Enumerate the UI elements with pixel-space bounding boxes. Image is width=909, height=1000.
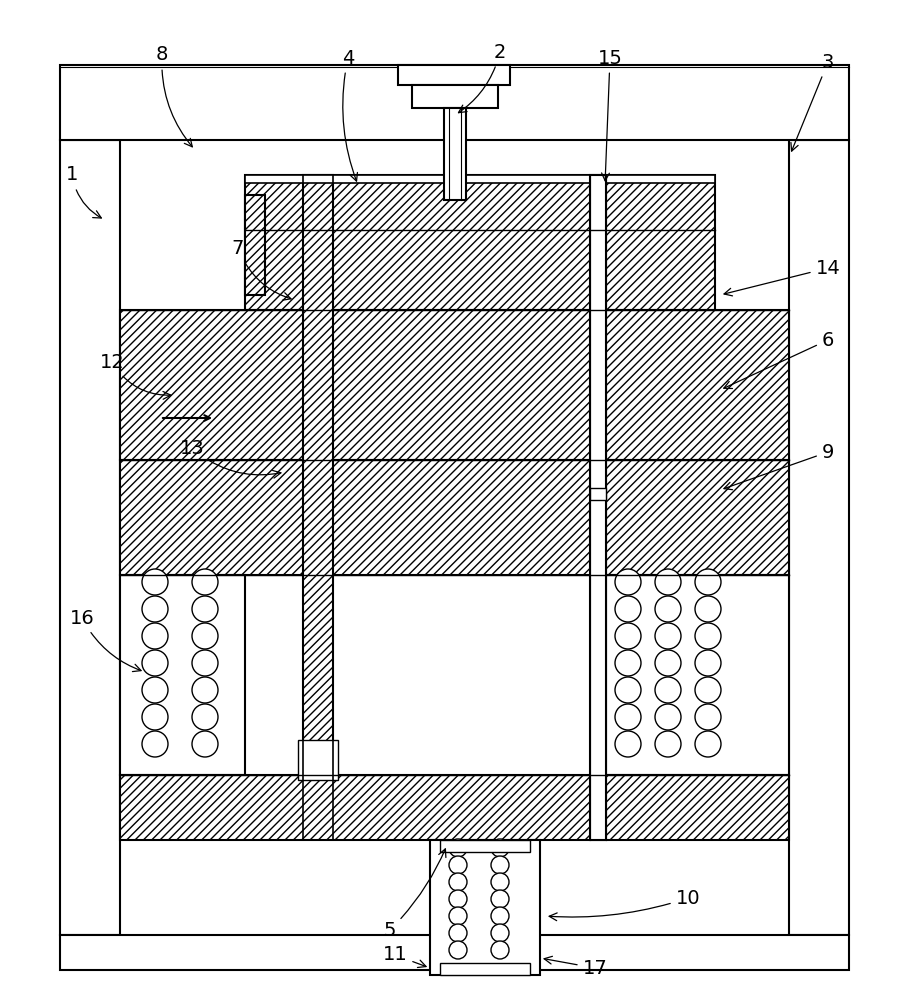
Bar <box>245 195 265 295</box>
Bar <box>440 840 530 852</box>
Circle shape <box>449 856 467 874</box>
Circle shape <box>695 650 721 676</box>
Circle shape <box>695 623 721 649</box>
Text: 7: 7 <box>232 238 291 300</box>
Bar <box>594 575 789 775</box>
Circle shape <box>491 839 509 857</box>
Circle shape <box>192 596 218 622</box>
Text: 10: 10 <box>549 888 700 921</box>
Bar <box>590 175 606 840</box>
Circle shape <box>695 704 721 730</box>
Circle shape <box>615 650 641 676</box>
Bar <box>60 935 849 970</box>
Circle shape <box>615 677 641 703</box>
Text: 11: 11 <box>383 946 426 967</box>
Circle shape <box>449 873 467 891</box>
Bar <box>303 175 333 775</box>
Circle shape <box>615 731 641 757</box>
Circle shape <box>491 856 509 874</box>
Circle shape <box>192 623 218 649</box>
Circle shape <box>491 907 509 925</box>
Circle shape <box>142 704 168 730</box>
Circle shape <box>655 677 681 703</box>
Bar <box>120 460 789 575</box>
Circle shape <box>142 650 168 676</box>
Circle shape <box>695 677 721 703</box>
Text: 14: 14 <box>724 258 841 296</box>
Text: 15: 15 <box>597 48 623 181</box>
Circle shape <box>695 569 721 595</box>
Bar <box>789 140 849 935</box>
Circle shape <box>449 890 467 908</box>
Bar <box>444 108 466 200</box>
Circle shape <box>192 731 218 757</box>
Circle shape <box>655 650 681 676</box>
Circle shape <box>615 596 641 622</box>
Bar <box>120 775 789 840</box>
Circle shape <box>655 731 681 757</box>
Bar <box>398 65 510 85</box>
Bar <box>430 840 540 975</box>
Bar <box>245 175 715 183</box>
Circle shape <box>449 941 467 959</box>
Circle shape <box>142 731 168 757</box>
Circle shape <box>615 704 641 730</box>
Circle shape <box>491 873 509 891</box>
Circle shape <box>142 569 168 595</box>
Bar <box>245 175 715 310</box>
Text: 6: 6 <box>724 330 834 389</box>
Circle shape <box>142 677 168 703</box>
Circle shape <box>192 677 218 703</box>
Circle shape <box>655 704 681 730</box>
Circle shape <box>655 623 681 649</box>
Bar <box>60 65 849 140</box>
Bar <box>298 740 338 780</box>
Circle shape <box>192 650 218 676</box>
Text: 16: 16 <box>70 608 141 672</box>
Circle shape <box>449 907 467 925</box>
Bar <box>590 488 606 500</box>
Circle shape <box>615 569 641 595</box>
Circle shape <box>449 839 467 857</box>
Circle shape <box>449 924 467 942</box>
Text: 17: 17 <box>544 956 607 978</box>
Text: 4: 4 <box>342 48 357 181</box>
Text: 13: 13 <box>180 438 281 478</box>
Circle shape <box>615 623 641 649</box>
Circle shape <box>655 596 681 622</box>
Bar <box>440 963 530 975</box>
Circle shape <box>491 890 509 908</box>
Text: 1: 1 <box>65 165 101 218</box>
Circle shape <box>695 596 721 622</box>
Circle shape <box>142 623 168 649</box>
Text: 5: 5 <box>384 849 446 940</box>
Circle shape <box>192 704 218 730</box>
Circle shape <box>695 731 721 757</box>
Bar <box>120 310 789 460</box>
Bar <box>412 85 498 108</box>
Text: 8: 8 <box>155 45 193 147</box>
Bar <box>120 575 245 775</box>
Circle shape <box>142 596 168 622</box>
Text: 3: 3 <box>791 52 834 151</box>
Text: 12: 12 <box>100 353 171 399</box>
Text: 9: 9 <box>724 442 834 490</box>
Circle shape <box>491 941 509 959</box>
Circle shape <box>655 569 681 595</box>
Circle shape <box>491 924 509 942</box>
Bar <box>60 140 120 935</box>
Circle shape <box>192 569 218 595</box>
Text: 2: 2 <box>458 42 506 113</box>
